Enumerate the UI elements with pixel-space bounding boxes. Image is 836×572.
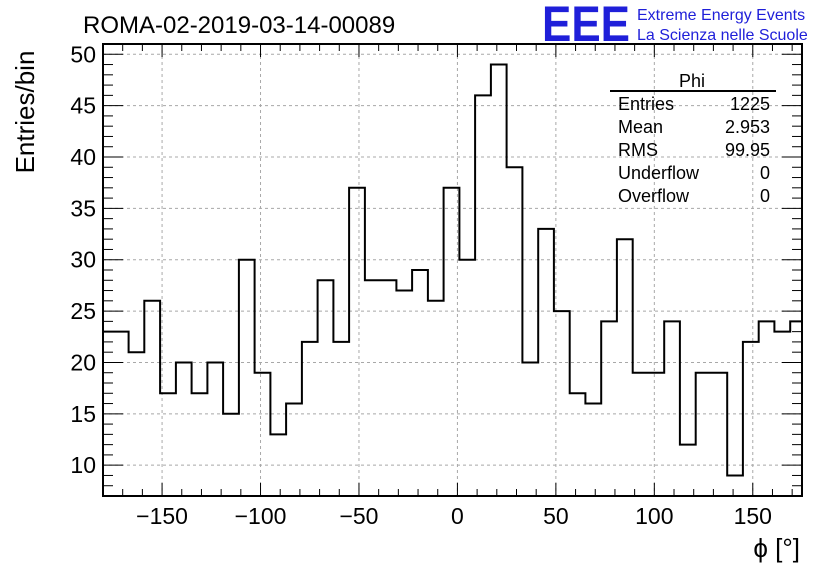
y-ticks: 10 15 20 25 30 35 40 45 50 (70, 41, 802, 487)
y-tick-label: 45 (70, 93, 96, 119)
histogram-bin (538, 229, 554, 496)
histogram-bin (759, 321, 775, 496)
stats-value: 0 (760, 186, 770, 206)
histogram-bin (144, 301, 160, 496)
y-tick-label: 30 (70, 247, 96, 273)
x-tick-label: 150 (734, 503, 772, 529)
histogram-bin (160, 393, 176, 496)
histogram-bin (507, 167, 523, 496)
histogram-bin (585, 404, 601, 496)
histogram-bin (239, 260, 255, 496)
histogram-bin (318, 280, 334, 496)
y-tick-label: 20 (70, 349, 96, 375)
histogram-bin (428, 301, 444, 496)
chart-title: ROMA-02-2019-03-14-00089 (83, 12, 395, 39)
stats-value: 1225 (730, 94, 770, 114)
x-tick-label: 100 (635, 503, 673, 529)
x-tick-label: 0 (451, 503, 464, 529)
y-tick-label: 15 (70, 401, 96, 427)
stats-value: 2.953 (725, 117, 770, 137)
x-tick-label: −50 (339, 503, 378, 529)
y-tick-label: 10 (70, 452, 96, 478)
histogram-bin (727, 475, 743, 496)
histogram-bin (790, 321, 802, 496)
plot-frame (102, 43, 803, 497)
grid-lines (103, 44, 802, 496)
histogram-bin (349, 188, 365, 496)
axes-frame (102, 43, 803, 497)
histogram-bin (333, 342, 349, 496)
histogram-outline (103, 63, 802, 477)
histogram-bin (617, 239, 633, 496)
stats-box: Phi Entries 1225 Mean 2.953 RMS 99.95 Underflo… (610, 71, 776, 206)
histogram-bin (365, 280, 381, 496)
stats-label: Overflow (618, 186, 690, 206)
y-axis-label: Entries/bin (10, 51, 40, 174)
histogram-bin (192, 393, 208, 496)
histogram-bin (444, 188, 460, 496)
stats-label: Underflow (618, 163, 700, 183)
histogram-bin (207, 362, 223, 496)
logo-line2: La Scienza nelle Scuole (637, 27, 808, 44)
x-tick-label: 50 (543, 503, 569, 529)
y-tick-label: 40 (70, 144, 96, 170)
histogram-bin (255, 373, 271, 496)
histogram-bin (664, 321, 680, 496)
stats-label: RMS (618, 140, 658, 160)
stats-label: Entries (618, 94, 674, 114)
stats-value: 0 (760, 163, 770, 183)
x-ticks: −150 −100 −50 0 50 100 150 (102, 44, 793, 529)
histogram-bars (103, 63, 802, 496)
histogram-bin (522, 362, 538, 496)
x-tick-label: −150 (136, 503, 188, 529)
y-tick-label: 50 (70, 41, 96, 67)
logo-line1: Extreme Energy Events (637, 7, 805, 24)
histogram-bin (491, 65, 507, 496)
histogram-bin (381, 280, 397, 496)
histogram-bin (475, 95, 491, 496)
y-tick-label: 25 (70, 298, 96, 324)
stats-value: 99.95 (725, 140, 770, 160)
histogram-bin (696, 373, 712, 496)
x-tick-label: −100 (235, 503, 287, 529)
eee-logo: EEE Extreme Energy Events La Scienza nel… (542, 0, 808, 52)
histogram-bin (302, 342, 318, 496)
histogram-bin (286, 404, 302, 496)
histogram-bin (648, 373, 664, 496)
histogram-bin (570, 393, 586, 496)
histogram-bin (743, 342, 759, 496)
histogram-bin (680, 445, 696, 496)
stats-rows: Entries 1225 Mean 2.953 RMS 99.95 Underflow 0 Ov… (618, 94, 770, 206)
histogram-bin (711, 373, 727, 496)
histogram-bin (633, 373, 649, 496)
histogram-bin (223, 414, 239, 496)
histogram-bin (412, 270, 428, 496)
histogram-bin (459, 260, 475, 496)
x-axis-label: ϕ [°] (753, 533, 800, 563)
stats-title: Phi (679, 71, 705, 91)
histogram-bin (129, 352, 145, 496)
histogram-bin (601, 321, 617, 496)
stats-label: Mean (618, 117, 663, 137)
histogram-bin (176, 362, 192, 496)
y-tick-label: 35 (70, 195, 96, 221)
